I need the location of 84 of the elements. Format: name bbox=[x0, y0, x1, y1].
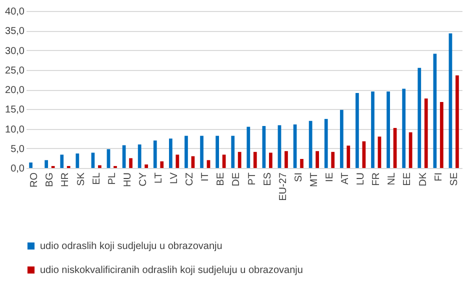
bar bbox=[200, 136, 204, 168]
legend-label: udio odraslih koji sudjeluju u obrazovanju bbox=[40, 241, 222, 252]
bar bbox=[424, 98, 428, 168]
bar bbox=[284, 151, 288, 168]
bar bbox=[98, 165, 102, 168]
y-tick-label: 5,0 bbox=[10, 144, 25, 155]
bar bbox=[433, 54, 437, 168]
x-tick-label: DE bbox=[231, 172, 242, 186]
bar bbox=[418, 68, 422, 168]
bar bbox=[386, 91, 390, 168]
x-tick-label: BE bbox=[216, 172, 227, 186]
bar bbox=[371, 91, 374, 168]
x-tick-label: AT bbox=[340, 172, 352, 185]
bar bbox=[29, 162, 32, 168]
bar bbox=[231, 136, 235, 168]
bar bbox=[222, 154, 226, 168]
x-tick-label: IT bbox=[200, 172, 212, 182]
bar bbox=[346, 146, 350, 168]
bar bbox=[144, 164, 148, 168]
bar bbox=[153, 140, 157, 168]
x-tick-label: SE bbox=[448, 172, 460, 186]
x-tick-label: ES bbox=[262, 172, 274, 186]
bar bbox=[246, 126, 250, 168]
x-tick-label: RO bbox=[29, 172, 40, 188]
bar bbox=[191, 156, 195, 168]
bar bbox=[138, 144, 142, 168]
y-tick-label: 40,0 bbox=[5, 6, 25, 18]
x-tick-label: FI bbox=[433, 172, 444, 182]
x-tick-label: EL bbox=[91, 172, 102, 185]
x-tick-label: LU bbox=[356, 172, 367, 186]
x-tick-label: HU bbox=[122, 172, 134, 187]
bar bbox=[184, 136, 188, 168]
y-tick-label: 15,0 bbox=[5, 104, 25, 116]
x-tick-label: PL bbox=[106, 172, 118, 185]
bar bbox=[316, 151, 319, 168]
x-tick-label: BG bbox=[44, 172, 56, 187]
bar bbox=[91, 152, 95, 168]
x-tick-label: EU-27 bbox=[278, 172, 289, 201]
x-tick-label: SI bbox=[293, 172, 304, 182]
y-tick-label: 10,0 bbox=[5, 124, 25, 136]
x-tick-label: NL bbox=[386, 172, 398, 186]
x-tick-label: LV bbox=[169, 172, 180, 184]
x-tick-label: LT bbox=[154, 172, 165, 184]
bar bbox=[76, 153, 80, 168]
y-tick-label: 30,0 bbox=[5, 46, 25, 57]
bar bbox=[324, 118, 328, 168]
bar bbox=[356, 93, 359, 168]
x-tick-label: EE bbox=[402, 172, 414, 186]
bar bbox=[278, 125, 282, 168]
x-tick-label: SK bbox=[76, 172, 87, 186]
bar bbox=[408, 132, 412, 168]
bar bbox=[402, 88, 406, 168]
bar bbox=[60, 154, 64, 168]
bar bbox=[300, 158, 304, 168]
bar bbox=[308, 120, 312, 168]
x-tick-label: IE bbox=[324, 172, 336, 182]
x-tick-label: HR bbox=[60, 172, 72, 187]
bar bbox=[269, 152, 272, 168]
bar bbox=[176, 154, 180, 168]
bar bbox=[331, 152, 335, 168]
bar bbox=[106, 149, 110, 168]
bar bbox=[169, 138, 172, 168]
y-tick-label: 0,0 bbox=[10, 164, 25, 174]
bar bbox=[456, 75, 459, 168]
bar bbox=[129, 158, 132, 168]
bar bbox=[44, 160, 48, 168]
x-tick-label: DK bbox=[418, 172, 429, 186]
bar bbox=[340, 110, 344, 168]
bar bbox=[440, 102, 444, 168]
bar bbox=[160, 161, 164, 168]
x-tick-label: CY bbox=[138, 172, 149, 186]
bar bbox=[238, 152, 242, 168]
legend-label: udio niskokvalificiranih odraslih koji sudjeluju u obrazovanju bbox=[40, 265, 303, 276]
bar bbox=[216, 136, 219, 168]
x-tick-label: CZ bbox=[184, 172, 196, 186]
x-tick-label: FR bbox=[371, 172, 382, 186]
x-tick-label: MT bbox=[308, 172, 320, 187]
bar bbox=[122, 145, 126, 168]
x-tick-label: PT bbox=[246, 172, 258, 186]
bar bbox=[206, 160, 210, 168]
y-tick-label: 25,0 bbox=[5, 65, 25, 76]
y-tick-label: 20,0 bbox=[5, 85, 25, 96]
y-tick-label: 35,0 bbox=[5, 26, 25, 38]
bar bbox=[253, 152, 257, 168]
